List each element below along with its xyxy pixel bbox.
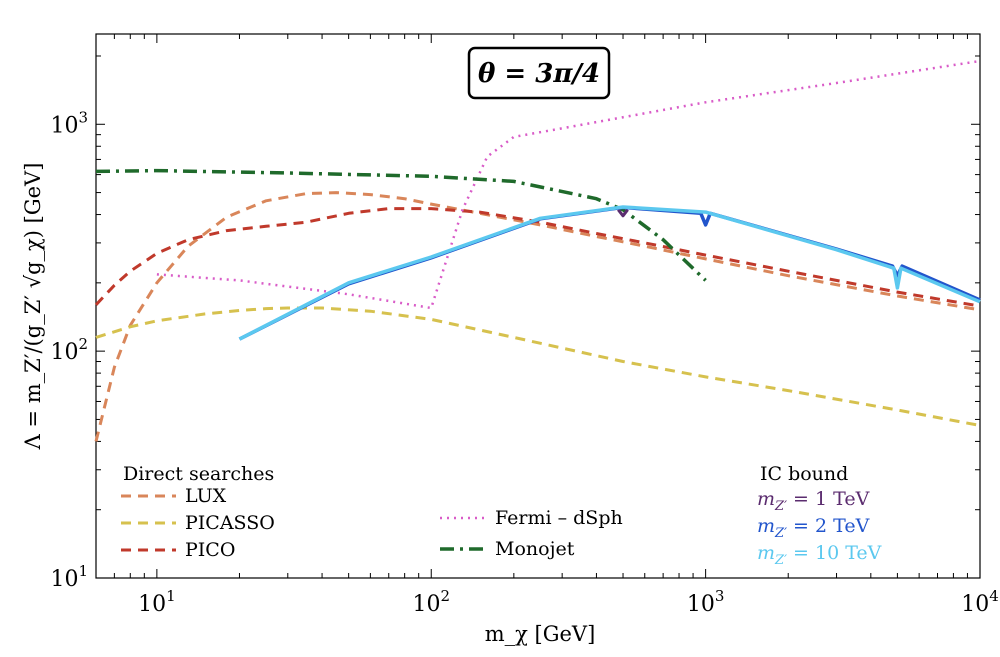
x-tick-label: 103 bbox=[687, 587, 725, 617]
series-lux bbox=[94, 191, 981, 442]
y-tick-label: 101 bbox=[50, 562, 88, 592]
legend-ic-entry: mZ′ = 2 TeV bbox=[757, 515, 870, 541]
y-tick-label: 103 bbox=[50, 108, 88, 138]
y-tick-label: 102 bbox=[50, 335, 88, 365]
series-picasso bbox=[95, 306, 981, 427]
tick-marks: 101 102 103 104 101 102 103 bbox=[50, 34, 999, 617]
legend-entry-label: LUX bbox=[185, 485, 227, 507]
y-axis-label: Λ = m_Z′/(g_Z′ √g_χ) [GeV] bbox=[21, 163, 45, 451]
series-layer bbox=[94, 59, 981, 442]
legend-direct-heading: Direct searches bbox=[123, 463, 274, 485]
series-pico bbox=[94, 207, 981, 308]
legend-ic-heading: IC bound bbox=[760, 463, 848, 485]
x-axis-label: m_χ [GeV] bbox=[485, 622, 596, 646]
legend-entry-label: PICO bbox=[185, 539, 235, 561]
legend-ic-entry: mZ′ = 1 TeV bbox=[757, 488, 870, 514]
x-tick-label: 104 bbox=[961, 587, 999, 617]
legend-entry-label: Monojet bbox=[495, 538, 575, 560]
series-ic-bound-m-z-1-tev bbox=[617, 208, 629, 218]
x-tick-label: 102 bbox=[412, 587, 450, 617]
chart-title: θ = 3π/4 bbox=[478, 59, 600, 89]
plot-frame bbox=[95, 33, 981, 579]
series-monojet bbox=[95, 168, 707, 282]
title-box: θ = 3π/4 bbox=[467, 46, 611, 100]
legend-entry-label: Fermi – dSph bbox=[495, 507, 623, 529]
title-border bbox=[467, 46, 611, 100]
legend-ic-entry: mZ′ = 10 TeV bbox=[757, 542, 882, 568]
legend-other: Fermi – dSph Monojet bbox=[440, 507, 623, 560]
series-ic-bound-m-z-10-tev bbox=[238, 205, 981, 341]
series-ic-bound-m-z-2-tev bbox=[238, 205, 981, 341]
x-tick-label: 101 bbox=[138, 587, 176, 617]
legend-entry-label: PICASSO bbox=[185, 512, 275, 534]
